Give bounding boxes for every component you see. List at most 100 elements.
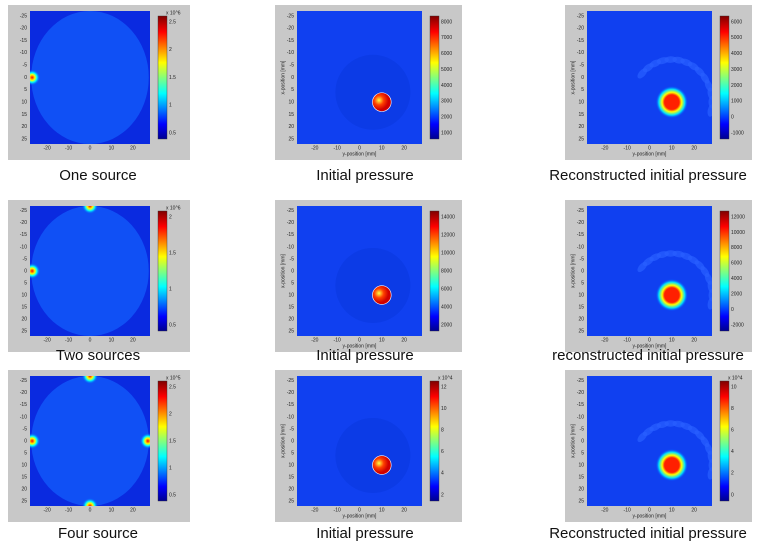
y-tick-label: -10 xyxy=(20,414,27,420)
y-tick-label: -20 xyxy=(287,26,294,32)
y-tick-label: -15 xyxy=(577,38,584,44)
y-tick-label: 10 xyxy=(578,462,584,468)
y-tick-label: -25 xyxy=(20,13,27,19)
y-tick-label: 5 xyxy=(581,280,584,286)
colorbar-tick-label: 3000 xyxy=(731,67,742,73)
x-tick-label: -20 xyxy=(44,337,51,343)
y-axis-label: x-position [mm] xyxy=(570,60,576,95)
colorbar-tick-label: 1.5 xyxy=(169,438,176,444)
x-tick-label: 20 xyxy=(130,337,136,343)
panel: -20 -10 0 10 20 -25 -20 -15 -10 -5 0 5 10 15 20 25 y-pos… xyxy=(275,200,462,364)
x-tick-label: -20 xyxy=(601,145,608,151)
x-axis-label: y-position [mm] xyxy=(343,151,378,157)
colorbar-tick-label: 1 xyxy=(169,286,172,292)
y-tick-label: 25 xyxy=(578,499,584,505)
x-tick-label: 20 xyxy=(130,507,136,513)
caption: Initial pressure xyxy=(316,525,414,542)
y-axis-label: x-position [mm] xyxy=(280,423,286,458)
plot-area xyxy=(587,376,712,506)
y-tick-label: -5 xyxy=(580,256,585,262)
plot-area xyxy=(30,206,150,336)
y-tick-label: 25 xyxy=(21,136,27,142)
y-tick-label: -25 xyxy=(577,208,584,214)
colorbar-tick-label: 2.5 xyxy=(169,384,176,390)
colorbar-scale: x 10^4 xyxy=(728,375,743,381)
caption: Initial pressure xyxy=(316,167,414,184)
y-tick-label: -5 xyxy=(290,426,295,432)
y-tick-label: -15 xyxy=(20,232,27,238)
colorbar-tick-label: 2 xyxy=(731,471,734,477)
y-tick-label: -20 xyxy=(577,26,584,32)
y-tick-label: -15 xyxy=(577,402,584,408)
y-axis-label: x-position [mm] xyxy=(280,253,286,288)
y-tick-label: -25 xyxy=(20,378,27,384)
plot-area xyxy=(30,11,150,144)
colorbar-tick-label: 10 xyxy=(441,406,447,412)
y-tick-label: -15 xyxy=(287,402,294,408)
y-tick-label: 15 xyxy=(578,304,584,310)
x-tick-label: 0 xyxy=(89,507,92,513)
colorbar-tick-label: 8000 xyxy=(441,19,452,25)
source xyxy=(82,498,98,506)
x-tick-label: 0 xyxy=(358,337,361,343)
y-tick-label: 25 xyxy=(288,499,294,505)
y-tick-label: -10 xyxy=(20,50,27,56)
y-tick-label: 5 xyxy=(291,280,294,286)
colorbar xyxy=(429,210,440,332)
x-tick-label: -10 xyxy=(334,337,341,343)
y-tick-label: -25 xyxy=(577,378,584,384)
y-tick-label: 20 xyxy=(578,486,584,492)
plot-bg xyxy=(587,206,712,336)
y-tick-label: -10 xyxy=(577,244,584,250)
colorbar-tick-label: 8 xyxy=(441,428,444,434)
y-tick-label: 10 xyxy=(21,99,27,105)
y-tick-label: 0 xyxy=(24,268,27,274)
y-tick-label: 10 xyxy=(288,99,294,105)
y-tick-label: 20 xyxy=(288,486,294,492)
target xyxy=(655,448,689,482)
y-tick-label: -10 xyxy=(577,414,584,420)
y-tick-label: -5 xyxy=(23,426,28,432)
panel: -20 -10 0 10 20 -25 -20 -15 -10 -5 0 5 10 15 20 25 2 1.5 1… xyxy=(8,200,190,364)
caption: Four source xyxy=(58,525,138,542)
panel: -20 -10 0 10 20 -25 -20 -15 -10 -5 0 5 10 15 20 25 y-pos… xyxy=(552,200,752,364)
colorbar-tick-label: 1 xyxy=(169,465,172,471)
y-tick-label: 5 xyxy=(291,87,294,93)
caption: Reconstructed initial pressure xyxy=(549,525,747,542)
colorbar-tick-label: 12000 xyxy=(441,232,455,238)
y-tick-label: -5 xyxy=(580,426,585,432)
colorbar-tick-label: 1000 xyxy=(731,99,742,105)
y-tick-label: 20 xyxy=(578,124,584,130)
y-tick-label: -15 xyxy=(577,232,584,238)
plot-bg xyxy=(587,376,712,506)
caption: Reconstructed initial pressure xyxy=(549,167,747,184)
x-tick-label: 0 xyxy=(648,145,651,151)
colorbar-tick-label: 12 xyxy=(441,384,447,390)
colorbar-tick-label: 3000 xyxy=(441,99,452,105)
colorbar-tick-label: 2 xyxy=(169,214,172,220)
y-tick-label: -20 xyxy=(20,390,27,396)
colorbar-tick-label: 0 xyxy=(731,114,734,120)
source xyxy=(82,206,98,214)
y-tick-label: 5 xyxy=(581,87,584,93)
y-tick-label: -25 xyxy=(287,208,294,214)
y-tick-label: 10 xyxy=(21,292,27,298)
colorbar-tick-label: 2000 xyxy=(731,291,742,297)
plot-area xyxy=(297,376,422,506)
x-tick-label: -20 xyxy=(601,507,608,513)
colorbar-tick-label: 0 xyxy=(731,492,734,498)
x-tick-label: -20 xyxy=(44,507,51,513)
colorbar-tick-label: 8000 xyxy=(731,245,742,251)
y-tick-label: 25 xyxy=(578,136,584,142)
x-tick-label: 20 xyxy=(691,507,697,513)
y-axis-label: x-position [mm] xyxy=(570,253,576,288)
x-tick-label: 10 xyxy=(379,507,385,513)
y-tick-label: -5 xyxy=(290,256,295,262)
y-tick-label: -15 xyxy=(287,38,294,44)
y-tick-label: 10 xyxy=(288,462,294,468)
x-tick-label: -10 xyxy=(624,507,631,513)
artifact xyxy=(707,280,712,293)
colorbar-tick-label: 6 xyxy=(441,449,444,455)
y-tick-label: -10 xyxy=(287,244,294,250)
